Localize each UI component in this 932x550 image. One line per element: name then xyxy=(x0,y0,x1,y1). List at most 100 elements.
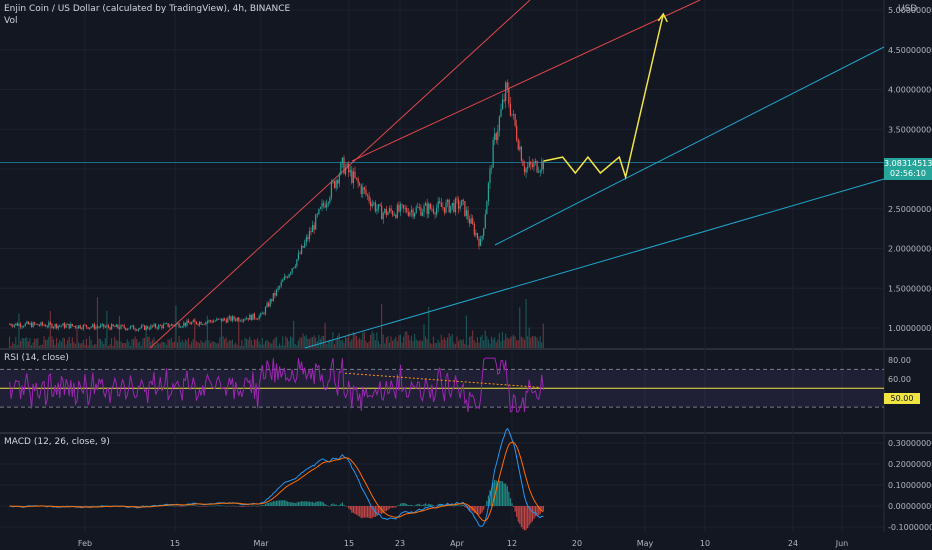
macd-histogram-bar xyxy=(393,506,395,508)
candle xyxy=(403,205,405,209)
candle xyxy=(423,205,425,213)
candle xyxy=(489,168,491,184)
macd-histogram-bar xyxy=(260,505,262,506)
volume-bar xyxy=(43,336,45,348)
candle xyxy=(213,321,215,323)
volume-bar xyxy=(261,337,263,348)
candle xyxy=(481,235,483,239)
candle xyxy=(139,327,141,329)
candle xyxy=(194,320,196,322)
macd-histogram-bar xyxy=(538,506,540,516)
macd-histogram-bar xyxy=(487,495,490,506)
volume-bar xyxy=(18,313,20,348)
macd-histogram-bar xyxy=(261,504,263,506)
candle xyxy=(279,286,281,288)
volume-bar xyxy=(56,337,58,348)
candle xyxy=(68,323,70,329)
candle xyxy=(263,312,265,314)
candle xyxy=(428,203,430,214)
macd-histogram-bar xyxy=(398,505,400,506)
volume-bar xyxy=(241,339,243,348)
macd-histogram-bar xyxy=(465,506,468,508)
macd-histogram-bar xyxy=(534,506,537,517)
volume-bar xyxy=(453,342,455,348)
macd-histogram-bar xyxy=(220,505,223,507)
chart-title: Enjin Coin / US Dollar (calculated by Tr… xyxy=(4,4,291,14)
macd-histogram-bar xyxy=(304,501,306,506)
macd-histogram-bar xyxy=(417,504,419,506)
candle xyxy=(420,207,422,216)
macd-histogram-bar xyxy=(288,501,290,506)
candle xyxy=(148,328,150,330)
macd-histogram-bar xyxy=(332,503,334,506)
candle xyxy=(62,323,64,326)
volume-bar xyxy=(172,342,174,348)
volume-bar xyxy=(21,338,23,348)
currency-label[interactable]: USD xyxy=(898,4,918,14)
volume-bar xyxy=(208,340,210,348)
candle xyxy=(370,201,372,207)
volume-bar xyxy=(359,337,361,348)
candle xyxy=(530,162,532,165)
volume-bar xyxy=(495,342,497,348)
macd-histogram-bar xyxy=(187,505,190,506)
candle xyxy=(261,312,263,314)
volume-bar xyxy=(62,337,64,348)
macd-histogram-bar xyxy=(429,504,431,506)
candle xyxy=(414,213,416,217)
candle xyxy=(170,324,172,327)
y-tick-label: 2.00000000 xyxy=(888,245,932,254)
macd-histogram-bar xyxy=(456,504,458,506)
candle xyxy=(231,316,234,321)
macd-histogram-bar xyxy=(512,506,515,507)
macd-histogram-bar xyxy=(340,503,342,506)
candle xyxy=(115,324,117,328)
macd-histogram-bar xyxy=(300,501,303,506)
candle xyxy=(34,322,36,325)
volume-bar xyxy=(357,339,359,348)
macd-histogram-bar xyxy=(95,505,97,507)
candle xyxy=(81,328,83,330)
candle xyxy=(217,318,219,320)
volume-bar xyxy=(365,340,367,348)
volume-bar xyxy=(492,339,494,348)
candle xyxy=(373,202,375,204)
volume-bar xyxy=(35,338,37,348)
volume-bar xyxy=(371,331,373,348)
macd-histogram-bar xyxy=(269,502,271,506)
macd-histogram-bar xyxy=(520,506,522,528)
volume-bar xyxy=(219,337,221,348)
candle xyxy=(360,185,362,194)
candle xyxy=(299,253,301,255)
volume-bar xyxy=(260,344,262,348)
macd-histogram-bar xyxy=(181,506,183,507)
candle xyxy=(233,316,235,320)
candle xyxy=(52,326,55,329)
candle xyxy=(178,323,180,328)
macd-histogram-bar xyxy=(483,506,485,510)
volume-bar xyxy=(436,342,438,348)
candle xyxy=(503,99,505,101)
macd-histogram-bar xyxy=(409,505,411,506)
candle xyxy=(143,325,146,331)
macd-histogram-bar xyxy=(211,505,213,507)
macd-histogram-bar xyxy=(81,506,83,507)
volume-bar xyxy=(459,339,461,348)
volume-bar xyxy=(473,340,475,348)
volume-bar xyxy=(111,338,113,348)
candle xyxy=(224,318,226,320)
candle xyxy=(123,325,125,328)
volume-bar xyxy=(321,336,323,348)
candle xyxy=(542,160,544,170)
volume-bar xyxy=(388,342,391,348)
volume-bar xyxy=(398,335,400,348)
candle xyxy=(111,324,113,330)
candle xyxy=(431,208,433,210)
volume-bar xyxy=(293,320,295,348)
candle xyxy=(305,237,307,243)
macd-histogram-bar xyxy=(481,506,483,513)
macd-histogram-bar xyxy=(536,506,538,517)
volume-bar xyxy=(213,341,215,348)
candle xyxy=(536,160,538,173)
